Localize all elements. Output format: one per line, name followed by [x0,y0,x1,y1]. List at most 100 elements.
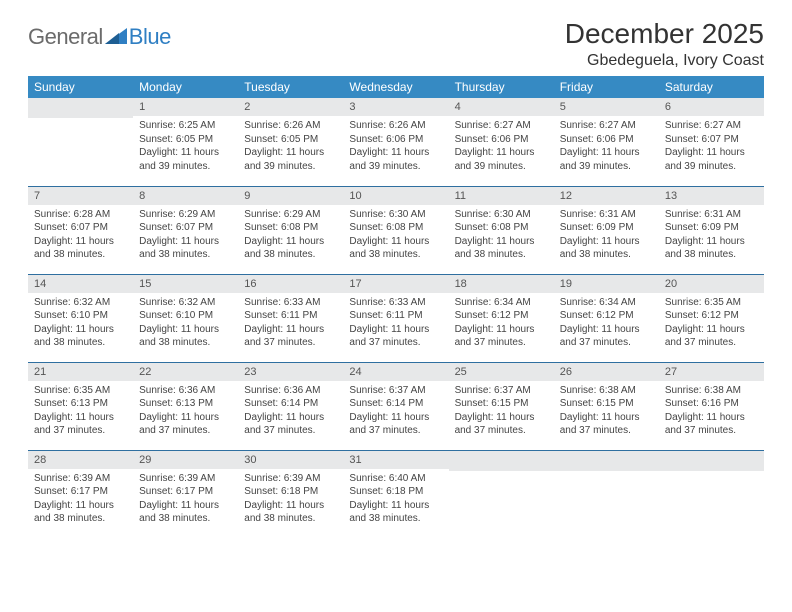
day-details: Sunrise: 6:38 AMSunset: 6:16 PMDaylight:… [659,381,764,444]
calendar-table: Sunday Monday Tuesday Wednesday Thursday… [28,76,764,538]
day-number: 18 [449,275,554,293]
daylight-line: Daylight: 11 hours and 39 minutes. [139,146,232,173]
day-number: 4 [449,98,554,116]
sunrise-line: Sunrise: 6:30 AM [455,208,548,222]
day-cell: 13Sunrise: 6:31 AMSunset: 6:09 PMDayligh… [659,186,764,274]
sunset-line: Sunset: 6:11 PM [349,309,442,323]
week-row: 14Sunrise: 6:32 AMSunset: 6:10 PMDayligh… [28,274,764,362]
day-number: 8 [133,187,238,205]
sunset-line: Sunset: 6:06 PM [455,133,548,147]
day-number: 25 [449,363,554,381]
day-cell: 25Sunrise: 6:37 AMSunset: 6:15 PMDayligh… [449,362,554,450]
daylight-line: Daylight: 11 hours and 37 minutes. [244,323,337,350]
daylight-line: Daylight: 11 hours and 37 minutes. [665,323,758,350]
sunset-line: Sunset: 6:18 PM [349,485,442,499]
day-cell: 26Sunrise: 6:38 AMSunset: 6:15 PMDayligh… [554,362,659,450]
sunrise-line: Sunrise: 6:29 AM [244,208,337,222]
daylight-line: Daylight: 11 hours and 38 minutes. [244,235,337,262]
sunrise-line: Sunrise: 6:38 AM [560,384,653,398]
day-cell: 1Sunrise: 6:25 AMSunset: 6:05 PMDaylight… [133,98,238,186]
daylight-line: Daylight: 11 hours and 38 minutes. [244,499,337,526]
day-cell: 30Sunrise: 6:39 AMSunset: 6:18 PMDayligh… [238,450,343,538]
sunset-line: Sunset: 6:12 PM [665,309,758,323]
day-cell: 8Sunrise: 6:29 AMSunset: 6:07 PMDaylight… [133,186,238,274]
day-number: 2 [238,98,343,116]
calendar-page: General Blue December 2025 Gbedeguela, I… [0,0,792,556]
day-header-row: Sunday Monday Tuesday Wednesday Thursday… [28,76,764,98]
day-details: Sunrise: 6:38 AMSunset: 6:15 PMDaylight:… [554,381,659,444]
sunrise-line: Sunrise: 6:35 AM [665,296,758,310]
day-number: 14 [28,275,133,293]
day-number: 7 [28,187,133,205]
day-details: Sunrise: 6:37 AMSunset: 6:15 PMDaylight:… [449,381,554,444]
day-number [28,98,133,118]
sunset-line: Sunset: 6:16 PM [665,397,758,411]
day-details: Sunrise: 6:37 AMSunset: 6:14 PMDaylight:… [343,381,448,444]
day-cell: 31Sunrise: 6:40 AMSunset: 6:18 PMDayligh… [343,450,448,538]
sunrise-line: Sunrise: 6:31 AM [560,208,653,222]
day-cell: 16Sunrise: 6:33 AMSunset: 6:11 PMDayligh… [238,274,343,362]
daylight-line: Daylight: 11 hours and 37 minutes. [665,411,758,438]
sunset-line: Sunset: 6:14 PM [244,397,337,411]
day-details: Sunrise: 6:39 AMSunset: 6:18 PMDaylight:… [238,469,343,532]
day-number [659,451,764,471]
page-header: General Blue December 2025 Gbedeguela, I… [28,18,764,70]
sunset-line: Sunset: 6:07 PM [139,221,232,235]
sunrise-line: Sunrise: 6:25 AM [139,119,232,133]
day-cell [554,450,659,538]
day-number: 31 [343,451,448,469]
sunrise-line: Sunrise: 6:37 AM [455,384,548,398]
day-number: 9 [238,187,343,205]
sunrise-line: Sunrise: 6:37 AM [349,384,442,398]
daylight-line: Daylight: 11 hours and 39 minutes. [455,146,548,173]
sunset-line: Sunset: 6:07 PM [665,133,758,147]
daylight-line: Daylight: 11 hours and 38 minutes. [349,499,442,526]
sunrise-line: Sunrise: 6:32 AM [34,296,127,310]
day-header: Saturday [659,76,764,98]
day-cell [659,450,764,538]
day-number: 30 [238,451,343,469]
day-header: Friday [554,76,659,98]
day-number: 29 [133,451,238,469]
sunrise-line: Sunrise: 6:39 AM [139,472,232,486]
sunrise-line: Sunrise: 6:33 AM [349,296,442,310]
daylight-line: Daylight: 11 hours and 38 minutes. [139,499,232,526]
sunrise-line: Sunrise: 6:32 AM [139,296,232,310]
daylight-line: Daylight: 11 hours and 38 minutes. [455,235,548,262]
day-details: Sunrise: 6:36 AMSunset: 6:14 PMDaylight:… [238,381,343,444]
daylight-line: Daylight: 11 hours and 39 minutes. [349,146,442,173]
sunset-line: Sunset: 6:08 PM [349,221,442,235]
week-row: 28Sunrise: 6:39 AMSunset: 6:17 PMDayligh… [28,450,764,538]
sunset-line: Sunset: 6:18 PM [244,485,337,499]
brand-triangle-icon [105,26,127,49]
day-details: Sunrise: 6:39 AMSunset: 6:17 PMDaylight:… [28,469,133,532]
daylight-line: Daylight: 11 hours and 39 minutes. [665,146,758,173]
day-cell: 10Sunrise: 6:30 AMSunset: 6:08 PMDayligh… [343,186,448,274]
day-details: Sunrise: 6:27 AMSunset: 6:06 PMDaylight:… [449,116,554,179]
sunset-line: Sunset: 6:15 PM [560,397,653,411]
daylight-line: Daylight: 11 hours and 39 minutes. [244,146,337,173]
day-number: 19 [554,275,659,293]
day-cell [28,98,133,186]
daylight-line: Daylight: 11 hours and 37 minutes. [139,411,232,438]
location-label: Gbedeguela, Ivory Coast [565,52,764,70]
daylight-line: Daylight: 11 hours and 37 minutes. [560,411,653,438]
day-number: 16 [238,275,343,293]
day-details: Sunrise: 6:40 AMSunset: 6:18 PMDaylight:… [343,469,448,532]
day-details: Sunrise: 6:35 AMSunset: 6:13 PMDaylight:… [28,381,133,444]
sunset-line: Sunset: 6:17 PM [139,485,232,499]
sunrise-line: Sunrise: 6:34 AM [560,296,653,310]
day-cell: 2Sunrise: 6:26 AMSunset: 6:05 PMDaylight… [238,98,343,186]
month-title: December 2025 [565,18,764,50]
sunrise-line: Sunrise: 6:39 AM [34,472,127,486]
day-cell: 27Sunrise: 6:38 AMSunset: 6:16 PMDayligh… [659,362,764,450]
day-cell: 3Sunrise: 6:26 AMSunset: 6:06 PMDaylight… [343,98,448,186]
day-cell: 7Sunrise: 6:28 AMSunset: 6:07 PMDaylight… [28,186,133,274]
day-cell: 14Sunrise: 6:32 AMSunset: 6:10 PMDayligh… [28,274,133,362]
sunrise-line: Sunrise: 6:36 AM [139,384,232,398]
sunset-line: Sunset: 6:10 PM [139,309,232,323]
day-details: Sunrise: 6:29 AMSunset: 6:08 PMDaylight:… [238,205,343,268]
sunrise-line: Sunrise: 6:34 AM [455,296,548,310]
day-cell: 19Sunrise: 6:34 AMSunset: 6:12 PMDayligh… [554,274,659,362]
day-number: 28 [28,451,133,469]
